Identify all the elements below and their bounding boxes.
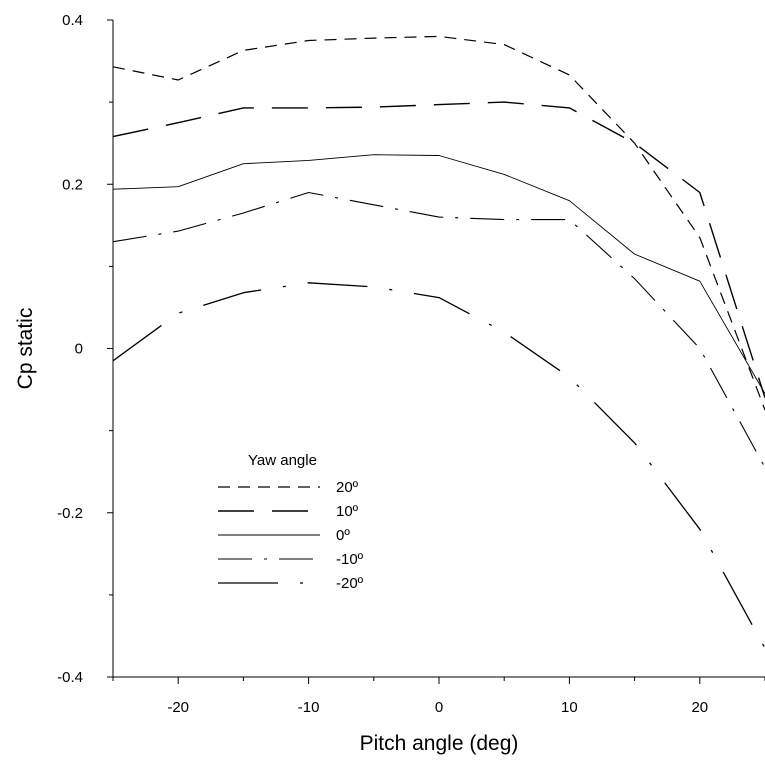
x-tick-label: -20 — [167, 699, 189, 716]
y-tick-label: -0.4 — [57, 669, 83, 686]
legend-label-0: 20º — [336, 479, 359, 496]
legend-label-2: 0º — [336, 527, 350, 544]
x-axis-title: Pitch angle (deg) — [360, 732, 519, 755]
y-tick-label: 0 — [75, 341, 83, 358]
x-tick-label: 10 — [561, 699, 578, 716]
series-line-3 — [112, 191, 765, 468]
y-axis-title: Cp static — [14, 308, 37, 390]
series-lines — [112, 35, 765, 649]
legend-title: Yaw angle — [248, 452, 317, 469]
legend: Yaw angle 20º 10º 0º -10º -20º — [218, 452, 364, 592]
y-tick-label: 0.4 — [62, 12, 83, 29]
x-tick-label: 0 — [435, 699, 443, 716]
series-line-0 — [112, 35, 765, 411]
legend-label-3: -10º — [336, 551, 364, 568]
series-line-4 — [112, 282, 765, 649]
plot-area — [112, 20, 765, 678]
series-line-1 — [112, 101, 765, 399]
x-tick-label: -10 — [298, 699, 320, 716]
x-tick-label: 20 — [691, 699, 708, 716]
x-axis-ticks: -20 -10 0 10 20 — [112, 677, 765, 716]
legend-label-4: -20º — [336, 575, 364, 592]
y-tick-label: 0.2 — [62, 176, 83, 193]
legend-label-1: 10º — [336, 503, 359, 520]
series-line-2 — [112, 154, 765, 394]
y-tick-label: -0.2 — [57, 505, 83, 522]
y-axis-ticks: -0.4 -0.2 0 0.2 0.4 — [57, 12, 113, 686]
